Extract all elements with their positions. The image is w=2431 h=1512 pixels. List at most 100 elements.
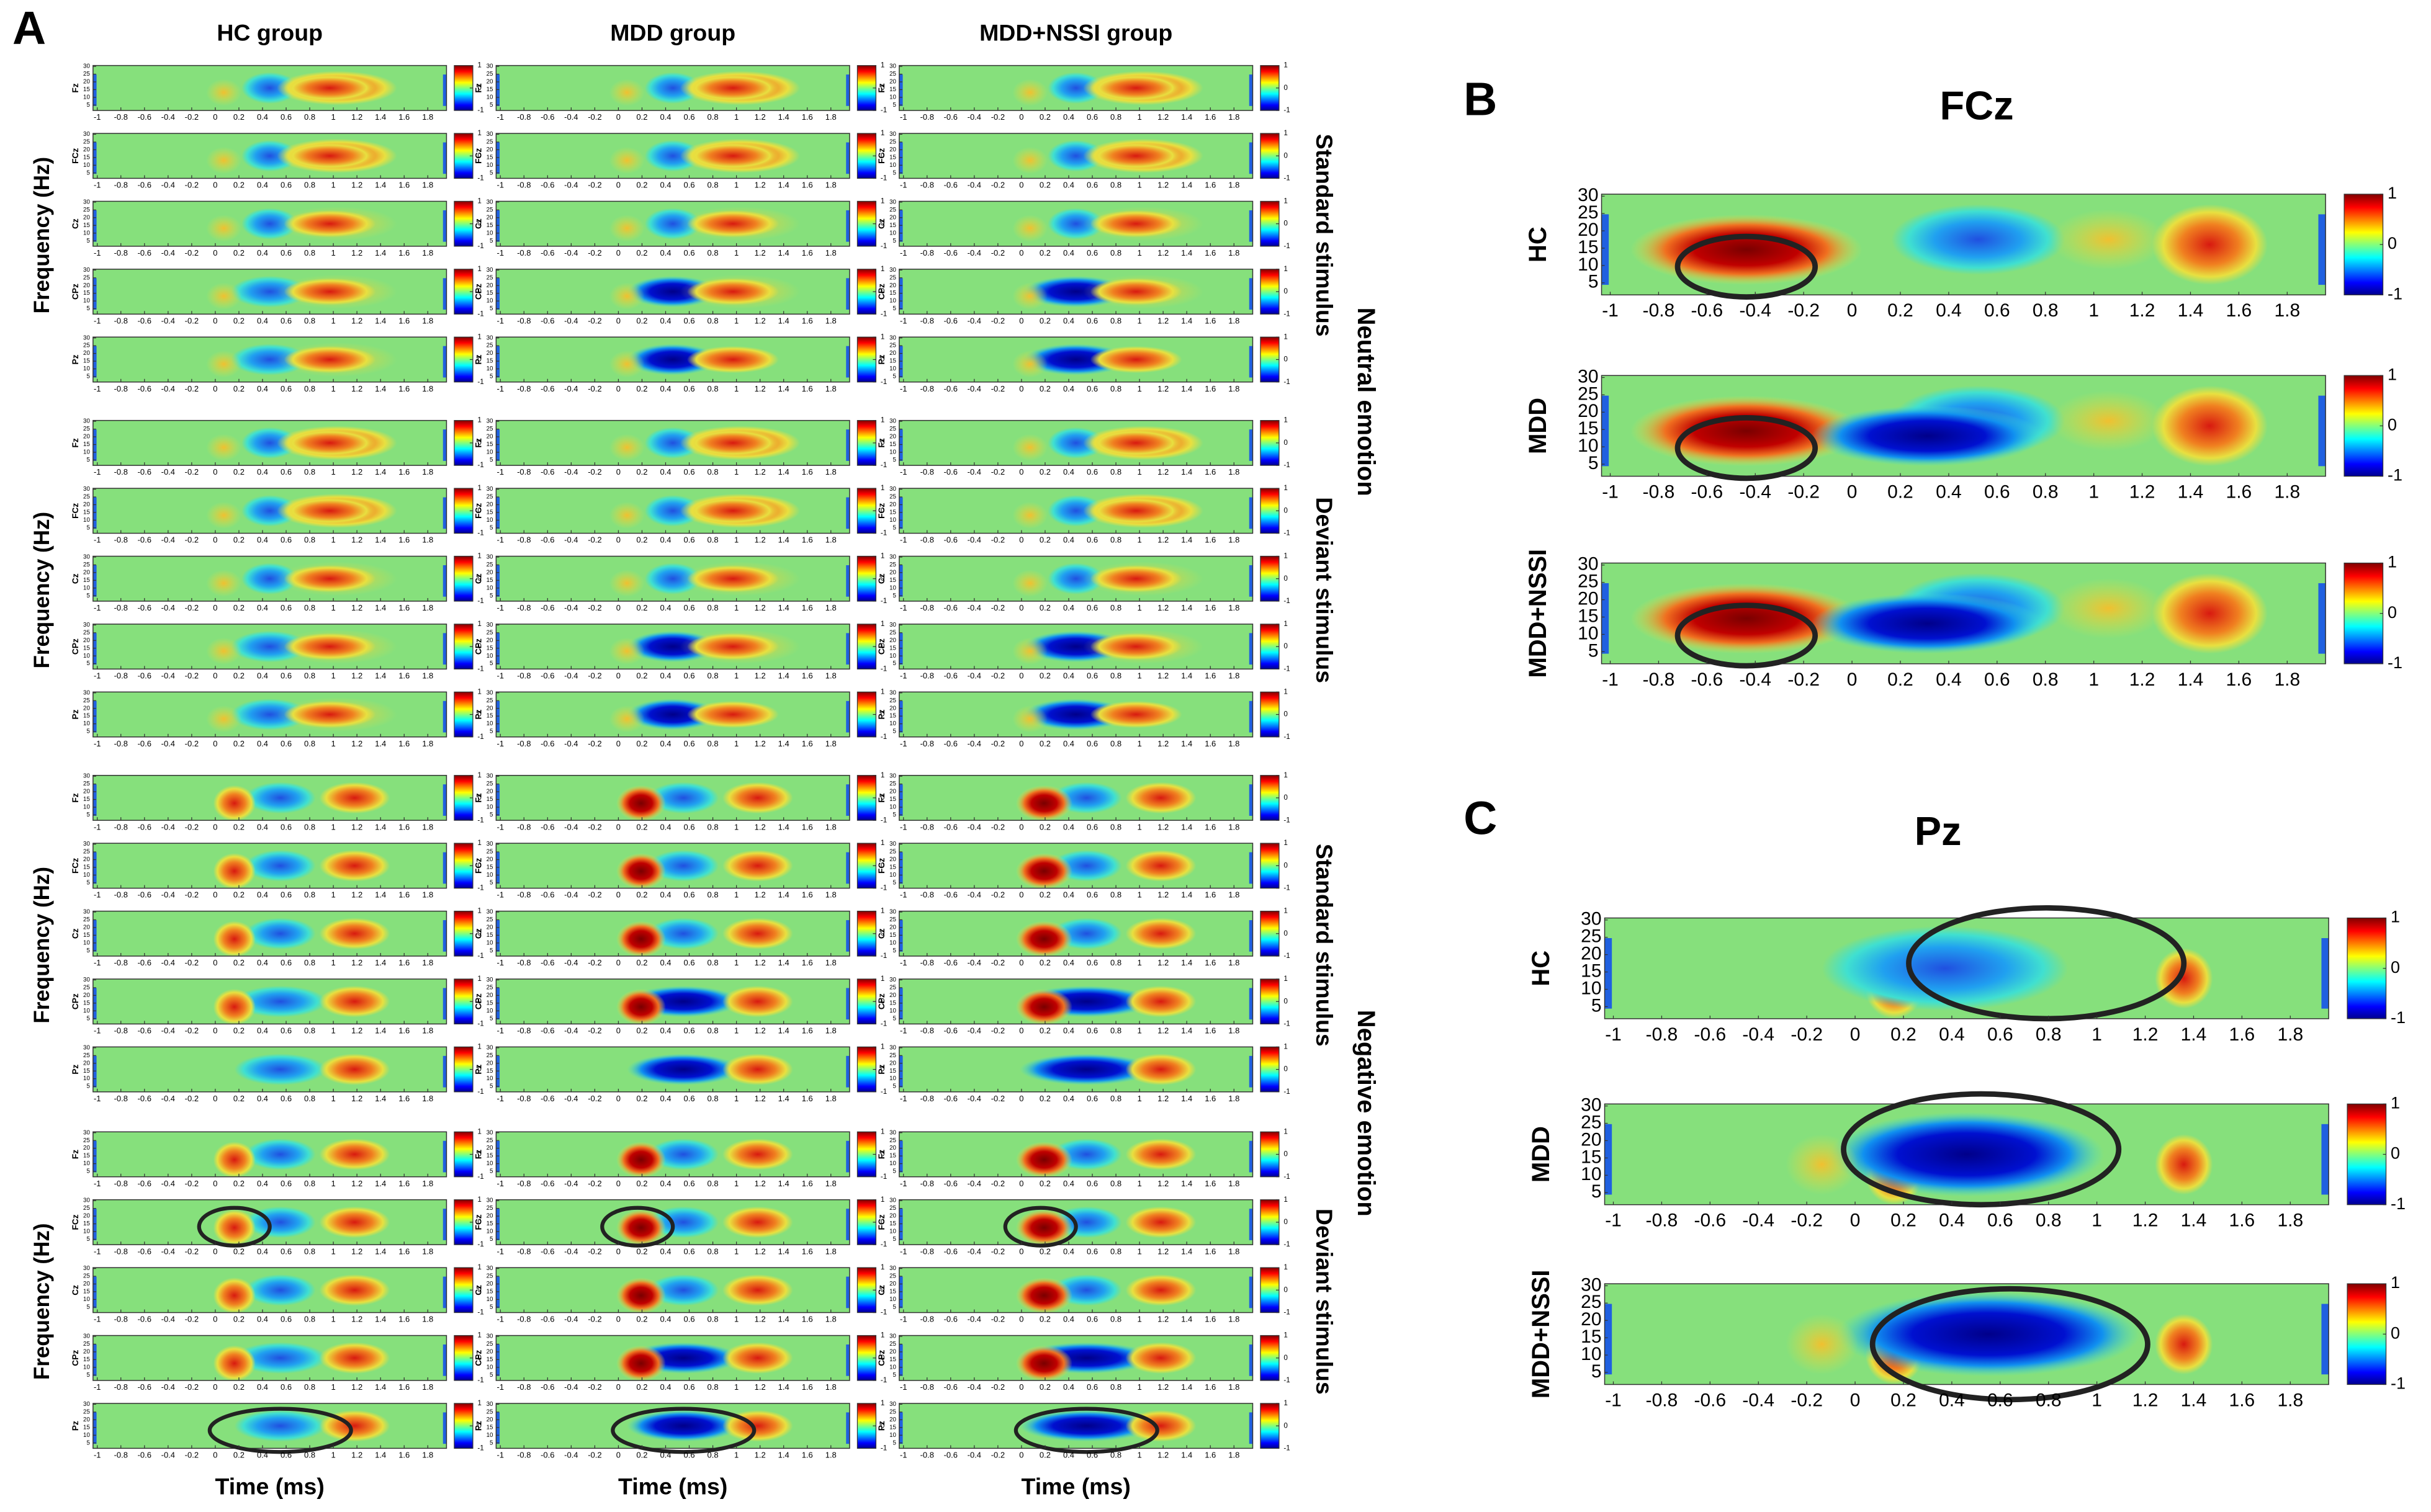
y-tick-label: 10 [889, 939, 896, 946]
x-tick-label: 1.6 [802, 890, 813, 900]
colorbar-label: -1 [881, 952, 887, 960]
x-tick-label: 1.8 [2274, 669, 2300, 690]
x-tick-label: -0.2 [588, 739, 601, 748]
row-label: FCz [877, 148, 886, 164]
y-tick-label: 10 [487, 365, 493, 372]
x-tick-label: 0 [1019, 535, 1023, 545]
y-tick-label: 5 [892, 305, 896, 312]
x-tick-label: 0.2 [1040, 603, 1051, 612]
row-label: CPz [877, 993, 886, 1009]
y-tick-label: 30 [889, 418, 896, 425]
x-tick-label: 1.8 [1228, 181, 1239, 190]
x-tick-label: 0.2 [1040, 822, 1051, 831]
x-tick-label: -0.2 [588, 822, 601, 831]
colorbar-label: 0 [1283, 439, 1288, 447]
edge [846, 988, 850, 1020]
edge [846, 1412, 850, 1444]
x-tick-label: -0.8 [517, 467, 531, 476]
x-tick-label: 0.4 [1063, 890, 1074, 900]
x-tick-label: 0.4 [257, 1179, 268, 1188]
x-tick-label: 1.6 [398, 1246, 410, 1256]
heatmap-blob [1630, 214, 1863, 285]
x-tick-label: -0.8 [1643, 481, 1675, 502]
x-tick-label: 1 [734, 1315, 739, 1324]
colorbar-label: -1 [477, 174, 483, 182]
x-tick-label: -0.6 [541, 739, 554, 748]
x-tick-label: 0 [616, 384, 621, 393]
x-tick-label: 0.8 [1110, 739, 1121, 748]
x-tick-label: 1.4 [1181, 1246, 1192, 1256]
edge [1249, 142, 1253, 174]
x-tick-label: 1 [1137, 958, 1141, 967]
colorbar-label: -1 [881, 242, 887, 250]
x-tick-label: 1.2 [1157, 671, 1169, 680]
colorbar-label: 1 [1283, 1196, 1288, 1204]
panel-label: C [1463, 792, 1497, 844]
plot-frame [899, 1131, 1254, 1178]
colorbar [1260, 1335, 1280, 1381]
y-tick-label: 30 [83, 773, 90, 780]
edge [846, 74, 850, 106]
x-tick-label: 0.8 [1110, 535, 1121, 545]
x-tick-label: -0.4 [564, 1315, 578, 1324]
colorbar-label: -1 [477, 884, 483, 892]
x-tick-label: 0 [1019, 112, 1023, 122]
heatmap-blob [284, 565, 376, 593]
colorbar-label: -1 [477, 597, 483, 605]
x-tick-label: 1.2 [755, 1179, 766, 1188]
x-tick-label: 0.6 [1087, 384, 1098, 393]
y-tick-label: 20 [1581, 1129, 1601, 1150]
x-tick-label: 0.6 [1987, 1210, 2013, 1231]
y-tick-label: 20 [889, 350, 896, 357]
edge [496, 633, 500, 665]
edge [92, 497, 97, 529]
x-tick-label: -0.6 [541, 1246, 554, 1256]
group-title: MDD group [610, 20, 735, 46]
x-tick-label: 0 [213, 181, 217, 190]
row-label: Pz [474, 1064, 483, 1074]
heatmap [899, 138, 1253, 174]
colorbar [1260, 336, 1280, 383]
x-tick-label: 1.4 [2181, 1390, 2207, 1410]
heatmap [899, 1342, 1253, 1380]
x-tick-label: -0.6 [541, 822, 554, 831]
y-tick-label: 10 [487, 449, 493, 456]
y-tick-label: 25 [83, 274, 90, 281]
row-label: Fz [474, 1150, 483, 1159]
x-tick-label: 1 [1137, 739, 1141, 748]
x-tick-label: 1.6 [802, 248, 813, 257]
heatmap-blob [213, 988, 256, 1024]
heatmap-blob [1125, 985, 1197, 1018]
colorbar [454, 910, 474, 957]
y-tick-label: 10 [1581, 1164, 1601, 1184]
colorbar-label: -1 [477, 529, 483, 537]
colorbar-label: 1 [477, 687, 482, 696]
x-tick-label: 1 [331, 739, 335, 748]
x-tick-label: -0.8 [114, 603, 128, 612]
x-tick-label: 1 [734, 384, 739, 393]
edge [443, 565, 447, 597]
colorbar-label: 0 [1283, 997, 1288, 1005]
row-label: Cz [474, 218, 483, 229]
x-tick-label: 1.6 [1205, 958, 1216, 967]
colorbar-label: 1 [881, 1263, 885, 1271]
heatmap [92, 1138, 447, 1177]
colorbar [856, 200, 877, 247]
x-tick-label: -0.8 [920, 1094, 934, 1103]
x-tick-label: 1 [2088, 669, 2099, 690]
colorbar-label: -1 [1283, 1020, 1290, 1028]
y-axis-title: Frequency (Hz) [30, 867, 54, 1024]
colorbar-label: 1 [881, 1399, 885, 1407]
y-tick-label: 20 [889, 705, 896, 712]
x-tick-label: 0.8 [304, 958, 315, 967]
x-tick-label: -0.4 [564, 384, 578, 393]
heatmap [899, 1274, 1253, 1313]
plot-frame [899, 1046, 1254, 1093]
x-tick-label: -1 [900, 384, 907, 393]
x-tick-label: 0.2 [233, 890, 245, 900]
x-tick-label: 0.2 [636, 384, 647, 393]
x-tick-label: -0.4 [968, 1026, 981, 1036]
x-tick-label: 1.8 [825, 1026, 837, 1036]
y-tick-label: 20 [487, 282, 493, 289]
y-tick-label: 10 [83, 720, 90, 727]
